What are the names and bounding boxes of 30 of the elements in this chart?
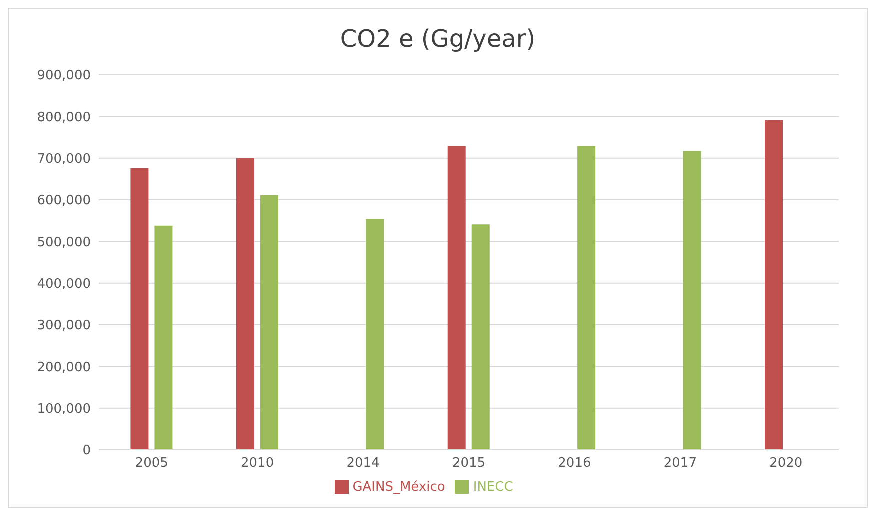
x-tick-label: 2005 (135, 456, 168, 472)
y-tick-label: 300,000 (37, 318, 91, 334)
y-tick-label: 200,000 (37, 360, 91, 376)
y-tick-label: 500,000 (37, 235, 91, 250)
bar (154, 226, 173, 450)
y-tick-label: 900,000 (37, 68, 91, 84)
bar (472, 224, 490, 450)
bar (578, 146, 596, 450)
bar (765, 120, 783, 450)
x-tick-label: 2014 (346, 456, 380, 472)
bar (366, 219, 384, 450)
x-tick-label: 2017 (664, 456, 697, 472)
bar (130, 168, 149, 450)
chart-title: CO2 e (Gg/year) (339, 24, 537, 55)
y-tick-label: 700,000 (37, 152, 91, 167)
y-tick-label: 0 (82, 444, 91, 459)
legend-label: GAINS_México (352, 480, 446, 495)
y-tick-label: 600,000 (37, 194, 91, 209)
bar (448, 146, 466, 450)
y-tick-label: 400,000 (37, 276, 91, 292)
bar (236, 158, 254, 450)
legend-label: INECC (473, 480, 514, 495)
bar (683, 151, 702, 450)
y-tick-label: 800,000 (37, 110, 91, 126)
x-tick-label: 2015 (452, 456, 486, 472)
x-tick-label: 2020 (770, 456, 803, 472)
bar (260, 195, 278, 450)
x-tick-label: 2016 (558, 456, 592, 472)
y-tick-label: 100,000 (37, 402, 91, 417)
x-tick-label: 2010 (241, 456, 274, 472)
